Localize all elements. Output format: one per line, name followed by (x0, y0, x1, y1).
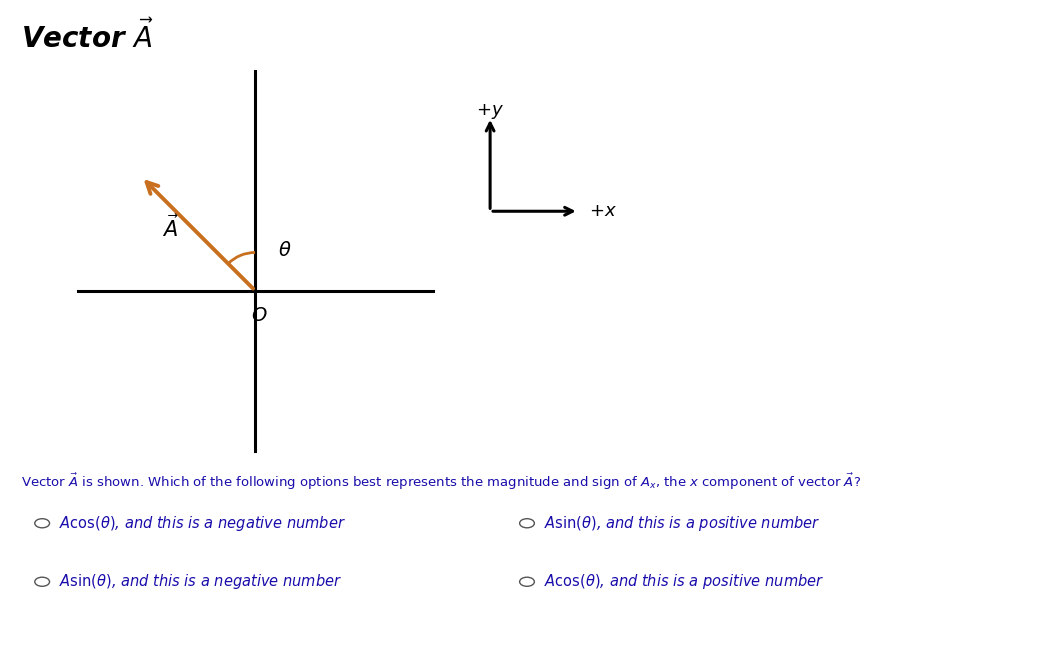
Text: $\vec{A}$: $\vec{A}$ (162, 214, 179, 240)
Text: Vector $\vec{A}$ is shown. Which of the following options best represents the ma: Vector $\vec{A}$ is shown. Which of the … (21, 471, 861, 491)
Text: $A\sin(\theta)$, and this is a negative number: $A\sin(\theta)$, and this is a negative … (59, 572, 343, 592)
Text: $A\sin(\theta)$, and this is a positive number: $A\sin(\theta)$, and this is a positive … (544, 514, 821, 533)
Text: Vector $\vec{A}$: Vector $\vec{A}$ (21, 20, 154, 53)
Text: $+x$: $+x$ (589, 202, 617, 220)
Text: $A\cos(\theta)$, and this is a negative number: $A\cos(\theta)$, and this is a negative … (59, 514, 346, 533)
Text: $O$: $O$ (251, 306, 268, 326)
Text: $+y$: $+y$ (476, 102, 504, 122)
Text: $A\cos(\theta)$, and this is a positive number: $A\cos(\theta)$, and this is a positive … (544, 572, 824, 592)
Text: $\theta$: $\theta$ (278, 241, 291, 260)
